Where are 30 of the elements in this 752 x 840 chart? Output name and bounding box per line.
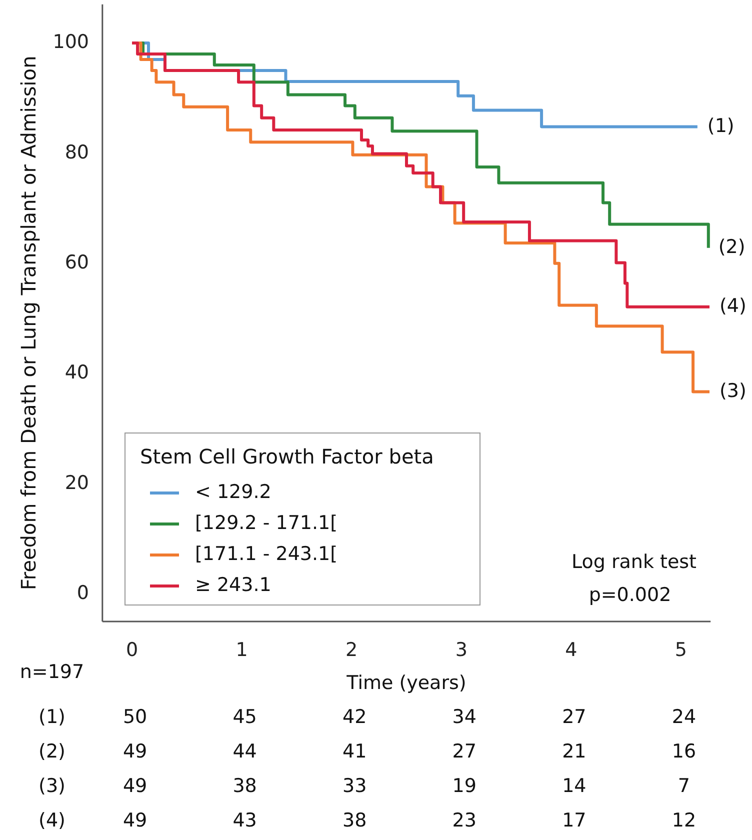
text: (4) 49 43 38 23 17 12 [38,810,696,832]
text: (1) 50 45 42 34 27 24 [38,706,696,728]
y-tick-label: 60 [64,252,89,274]
y-tick-label: 20 [64,472,89,494]
annotation: (1) [707,114,734,137]
legend-label: [129.2 - 171.1[ [195,512,338,534]
legend-label: ≥ 243.1 [195,574,272,596]
x-tick-label: 5 [674,639,688,662]
y-tick-label: 80 [64,141,89,164]
x-tick-label: 3 [455,639,468,662]
y-tick-label: 0 [76,582,89,604]
annotation: p=0.002 [588,584,672,606]
x-axis-title: Time (years) [346,672,466,694]
x-tick-label: 2 [346,639,358,662]
x-tick-label: 1 [236,639,248,662]
annotation: (4) [720,295,746,318]
annotation: (3) [720,380,746,402]
y-axis-title: Freedom from Death or Lung Transplant or Admission [16,56,40,590]
text: n=197 [20,661,84,684]
legend-label: < 129.2 [195,481,272,504]
x-tick-label: 0 [126,639,138,662]
legend-title: Stem Cell Growth Factor beta [140,444,434,468]
x-tick-label: 4 [565,639,578,662]
text: (2) 49 44 41 27 21 16 [38,740,696,763]
annotation: Log rank test [571,551,697,574]
y-tick-label: 40 [64,362,89,384]
legend-label: [171.1 - 243.1[ [195,543,338,566]
y-tick-label: 100 [52,31,89,54]
text: (3) 49 38 33 19 14 7 [38,775,690,798]
annotation: (2) [718,236,746,258]
